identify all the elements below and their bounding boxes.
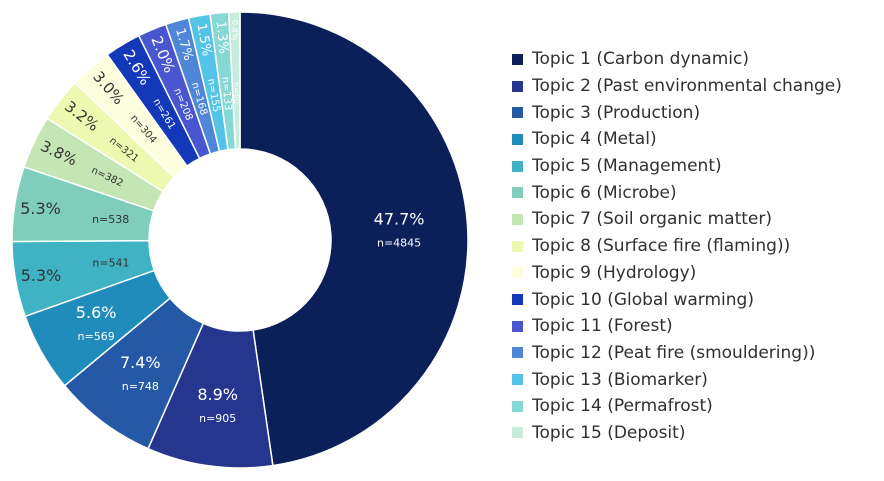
legend-label: Topic 3 (Production) bbox=[532, 102, 701, 123]
legend-item-topic-13: Topic 13 (Biomarker) bbox=[512, 366, 842, 393]
legend-item-topic-2: Topic 2 (Past environmental change) bbox=[512, 73, 842, 100]
legend-swatch bbox=[512, 427, 523, 439]
percent-label-topic-2: 8.9% bbox=[197, 385, 238, 404]
percent-label-topic-6: 5.3% bbox=[20, 199, 61, 218]
legend-item-topic-8: Topic 8 (Surface fire (flaming)) bbox=[512, 233, 842, 260]
percent-label-topic-5: 5.3% bbox=[21, 266, 62, 285]
legend-swatch bbox=[512, 374, 523, 386]
legend-label: Topic 10 (Global warming) bbox=[532, 289, 754, 310]
legend-swatch bbox=[512, 53, 523, 65]
legend-swatch bbox=[512, 400, 523, 412]
donut-chart: 47.7% n=4845 8.9% n=905 7.4% n=748 5.6% n=569 5.… bbox=[11, 11, 469, 469]
slice-topic-1 bbox=[239, 11, 469, 467]
legend-item-topic-9: Topic 9 (Hydrology) bbox=[512, 260, 842, 287]
legend-label: Topic 8 (Surface fire (flaming)) bbox=[532, 236, 791, 257]
legend-swatch bbox=[512, 294, 523, 306]
slice-topic-15 bbox=[227, 11, 241, 150]
legend-swatch bbox=[512, 347, 523, 359]
legend-item-topic-3: Topic 3 (Production) bbox=[512, 99, 842, 126]
legend-item-topic-12: Topic 12 (Peat fire (smouldering)) bbox=[512, 340, 842, 367]
legend-label: Topic 14 (Permafrost) bbox=[532, 396, 713, 417]
percent-label-topic-1: 47.7% bbox=[374, 209, 425, 228]
legend-swatch bbox=[512, 107, 523, 119]
count-label-topic-15: n=80 bbox=[232, 82, 242, 104]
percent-label-topic-14: 1.3% bbox=[213, 20, 231, 54]
count-label-topic-6: n=538 bbox=[92, 213, 129, 226]
legend-item-topic-5: Topic 5 (Management) bbox=[512, 153, 842, 180]
percent-label-topic-15: 0.8% bbox=[230, 20, 240, 41]
legend-item-topic-6: Topic 6 (Microbe) bbox=[512, 179, 842, 206]
legend-label: Topic 1 (Carbon dynamic) bbox=[532, 49, 749, 70]
percent-label-topic-13: 1.5% bbox=[193, 22, 214, 57]
legend-swatch bbox=[512, 213, 523, 225]
legend-item-topic-1: Topic 1 (Carbon dynamic) bbox=[512, 46, 842, 73]
legend-label: Topic 9 (Hydrology) bbox=[532, 262, 697, 283]
count-label-topic-4: n=569 bbox=[78, 330, 115, 343]
count-label-topic-14: n=133 bbox=[219, 76, 233, 111]
legend-item-topic-7: Topic 7 (Soil organic matter) bbox=[512, 206, 842, 233]
count-label-topic-2: n=905 bbox=[199, 412, 236, 425]
count-label-topic-3: n=748 bbox=[122, 380, 159, 393]
count-label-topic-1: n=4845 bbox=[377, 236, 421, 249]
legend-swatch bbox=[512, 320, 523, 332]
legend-label: Topic 13 (Biomarker) bbox=[532, 369, 708, 390]
legend-swatch bbox=[512, 267, 523, 279]
legend-label: Topic 7 (Soil organic matter) bbox=[532, 209, 772, 230]
legend-swatch bbox=[512, 187, 523, 199]
legend-swatch bbox=[512, 160, 523, 172]
legend-swatch bbox=[512, 80, 523, 92]
legend-label: Topic 15 (Deposit) bbox=[532, 422, 686, 443]
legend-label: Topic 6 (Microbe) bbox=[532, 182, 677, 203]
legend-label: Topic 4 (Metal) bbox=[532, 129, 657, 150]
legend-label: Topic 2 (Past environmental change) bbox=[532, 76, 842, 97]
legend-item-topic-14: Topic 14 (Permafrost) bbox=[512, 393, 842, 420]
legend-item-topic-15: Topic 15 (Deposit) bbox=[512, 420, 842, 447]
legend-item-topic-10: Topic 10 (Global warming) bbox=[512, 286, 842, 313]
count-label-topic-5: n=541 bbox=[92, 257, 129, 270]
legend-label: Topic 11 (Forest) bbox=[532, 316, 673, 337]
chart-legend: Topic 1 (Carbon dynamic) Topic 2 (Past en… bbox=[512, 46, 842, 446]
legend-swatch bbox=[512, 133, 523, 145]
percent-label-topic-3: 7.4% bbox=[120, 353, 161, 372]
legend-label: Topic 12 (Peat fire (smouldering)) bbox=[532, 342, 816, 363]
legend-item-topic-4: Topic 4 (Metal) bbox=[512, 126, 842, 153]
legend-item-topic-11: Topic 11 (Forest) bbox=[512, 313, 842, 340]
legend-swatch bbox=[512, 240, 523, 252]
percent-label-topic-4: 5.6% bbox=[76, 303, 117, 322]
legend-label: Topic 5 (Management) bbox=[532, 156, 722, 177]
